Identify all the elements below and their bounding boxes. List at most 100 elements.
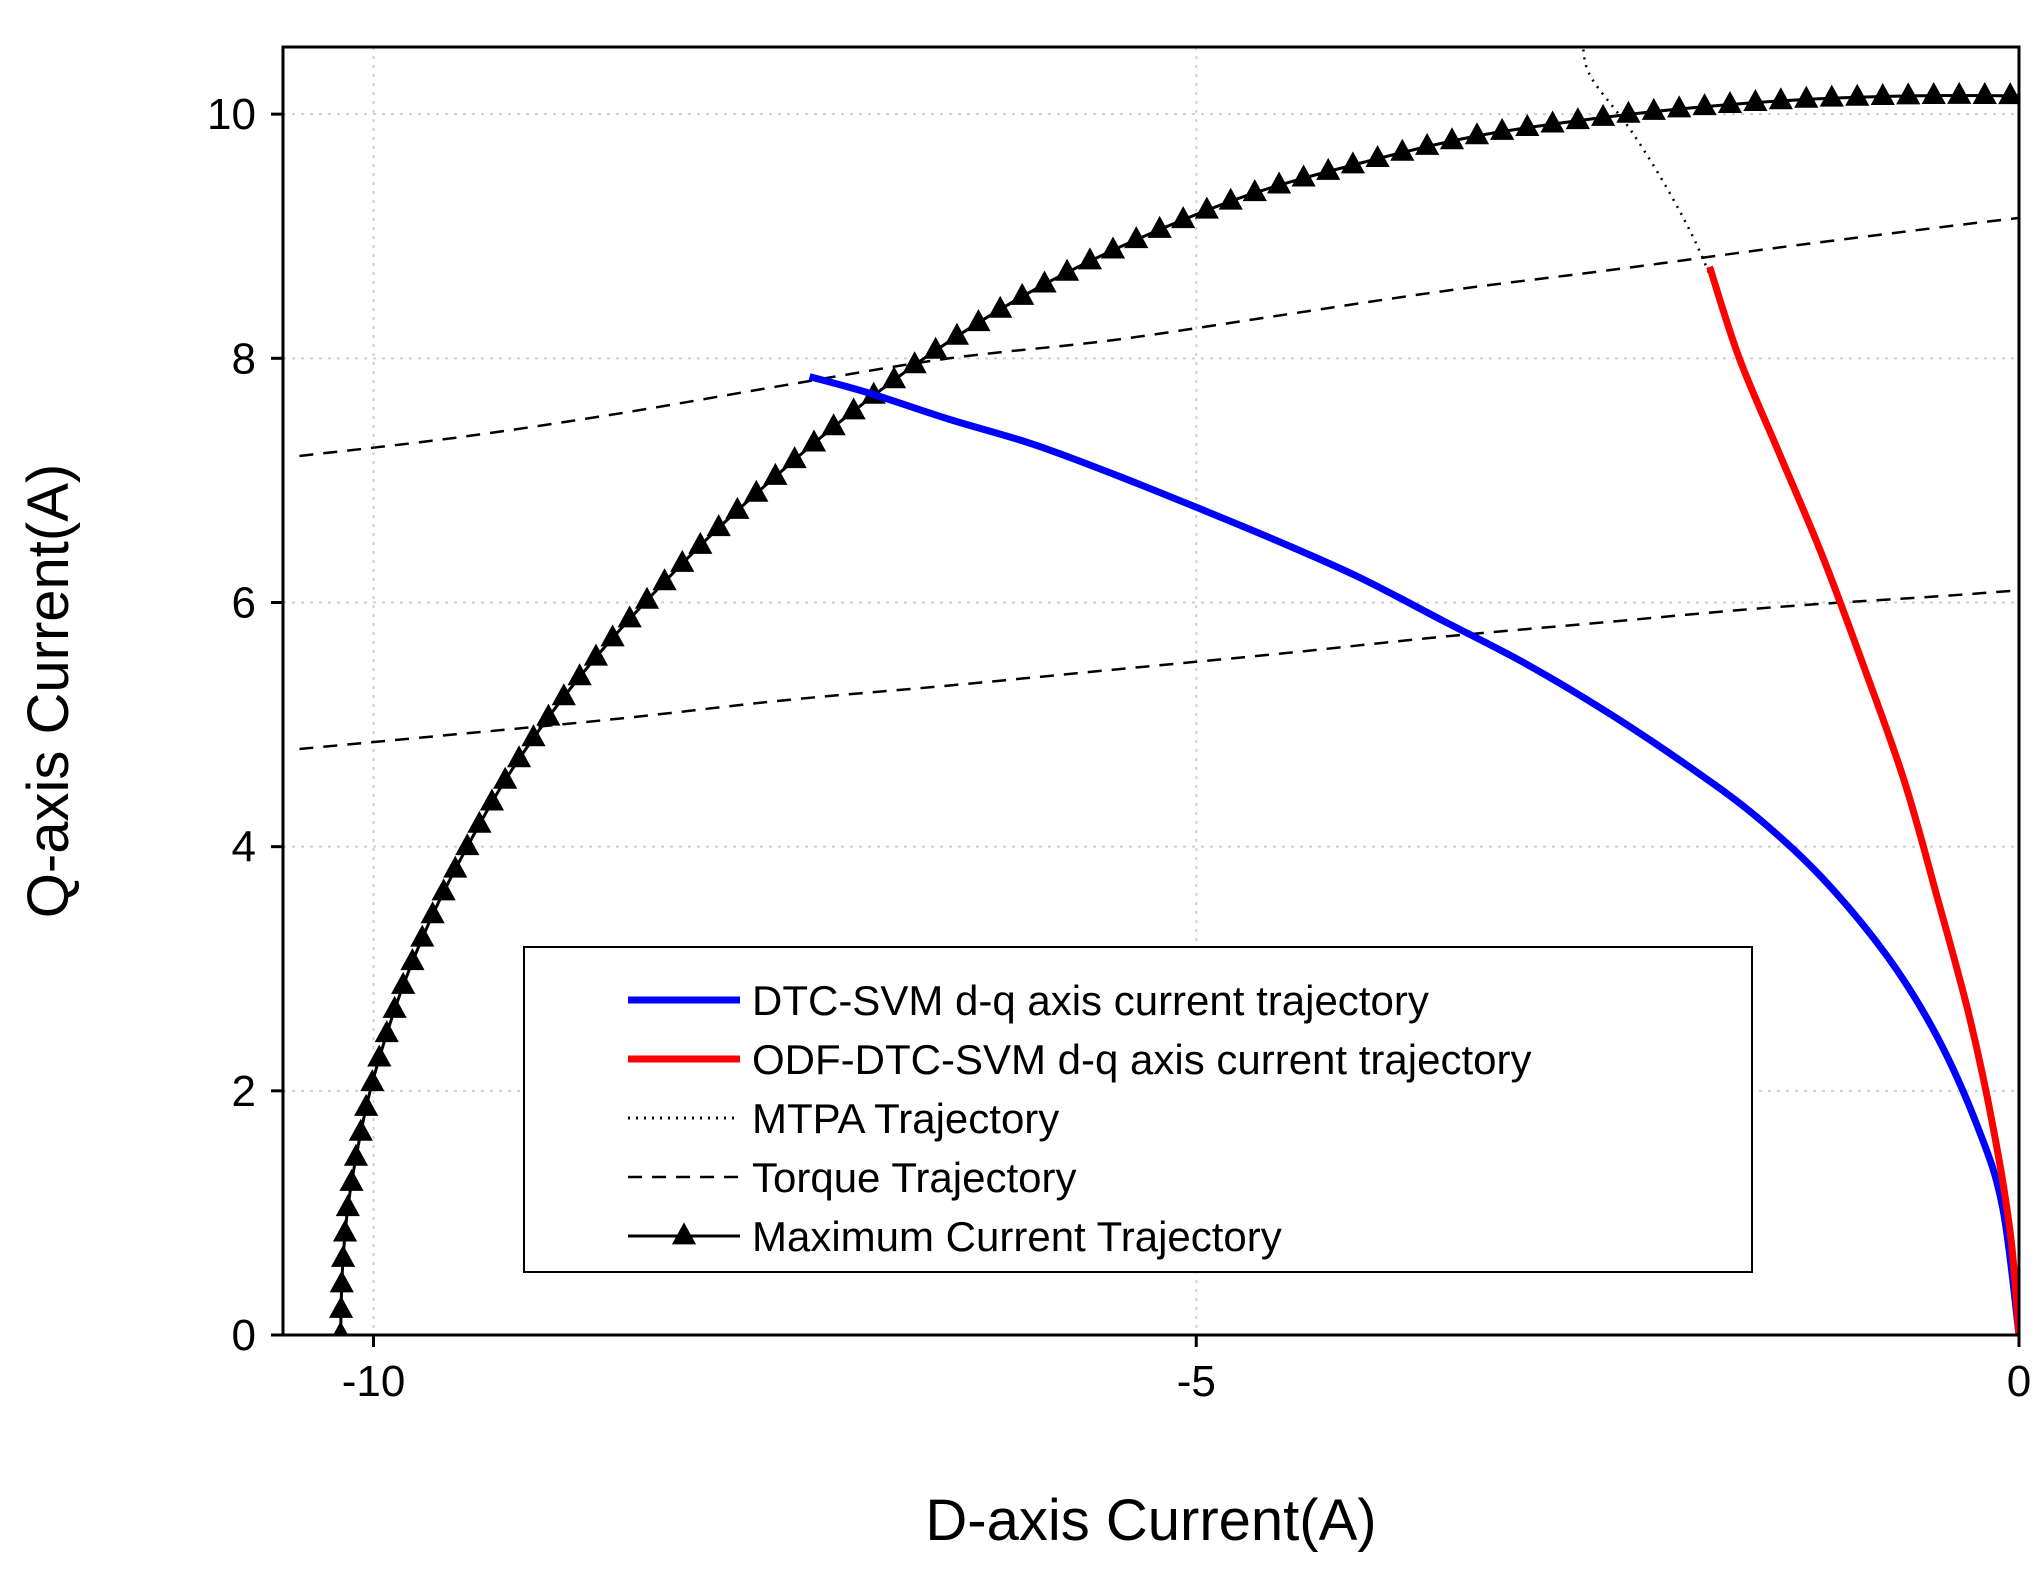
series-point bbox=[763, 462, 788, 485]
series-point bbox=[1540, 110, 1565, 133]
series-point bbox=[1316, 157, 1341, 180]
series-point bbox=[1896, 82, 1921, 105]
series-point bbox=[1464, 122, 1490, 145]
series-point bbox=[1171, 206, 1196, 229]
series-point bbox=[1054, 258, 1080, 281]
series-point bbox=[410, 924, 435, 947]
series-point bbox=[1565, 107, 1590, 130]
y-axis-title: Q-axis Current(A) bbox=[16, 464, 81, 918]
series-point bbox=[521, 724, 546, 747]
series-point bbox=[1147, 215, 1172, 238]
series-point bbox=[1032, 270, 1057, 293]
series-point bbox=[567, 663, 592, 686]
series-point bbox=[1077, 247, 1103, 270]
series-point bbox=[374, 1020, 399, 1043]
y-tick-label: 6 bbox=[232, 578, 256, 627]
series-point bbox=[923, 336, 948, 359]
series-point bbox=[348, 1118, 373, 1141]
series-point bbox=[1010, 282, 1035, 305]
series-point bbox=[391, 971, 416, 994]
y-tick-label: 0 bbox=[232, 1311, 256, 1360]
series-point bbox=[1390, 138, 1415, 161]
series-point bbox=[1439, 127, 1465, 150]
series-point bbox=[332, 1219, 358, 1242]
series-point bbox=[1515, 113, 1540, 136]
legend-label: ODF-DTC-SVM d-q axis current trajectory bbox=[752, 1036, 1531, 1083]
y-tick-label: 2 bbox=[232, 1067, 256, 1116]
series-point bbox=[1717, 90, 1743, 113]
series-point bbox=[1819, 84, 1844, 107]
series-point bbox=[339, 1168, 364, 1191]
series-point bbox=[881, 366, 907, 389]
series-point bbox=[1641, 97, 1666, 120]
series-point bbox=[944, 322, 970, 345]
series-point bbox=[583, 643, 609, 666]
series-point bbox=[988, 295, 1013, 318]
series-point bbox=[841, 397, 866, 420]
legend-label: MTPA Trajectory bbox=[752, 1095, 1059, 1142]
x-tick-label: -5 bbox=[1177, 1357, 1216, 1406]
series-torque-trajectory-lower bbox=[299, 589, 2019, 751]
plot-frame bbox=[281, 45, 2021, 1337]
series-point bbox=[1415, 132, 1440, 155]
legend-item: DTC-SVM d-q axis current trajectory bbox=[628, 977, 1429, 1024]
legend-marker bbox=[671, 1222, 697, 1245]
series-point bbox=[420, 901, 445, 924]
series-point bbox=[966, 309, 991, 332]
legend-label: DTC-SVM d-q axis current trajectory bbox=[752, 977, 1429, 1024]
series-point bbox=[1100, 236, 1126, 259]
series-point bbox=[1591, 103, 1616, 126]
legend-item: ODF-DTC-SVM d-q axis current trajectory bbox=[628, 1036, 1531, 1083]
series-point bbox=[1972, 81, 1997, 104]
series-point bbox=[1794, 85, 1819, 108]
series-point bbox=[801, 429, 827, 452]
series-point bbox=[333, 1321, 349, 1335]
series-point bbox=[367, 1044, 392, 1067]
series-point bbox=[455, 833, 480, 856]
y-tick-label: 8 bbox=[232, 334, 256, 383]
series-point bbox=[343, 1143, 369, 1166]
series-point bbox=[328, 1295, 354, 1318]
series-dtc-svm-d-q-axis-current-trajectory bbox=[808, 373, 2019, 1335]
series-point bbox=[652, 568, 677, 591]
series-point bbox=[1667, 95, 1692, 118]
series-point bbox=[821, 413, 846, 436]
series-point bbox=[744, 479, 769, 502]
series-line bbox=[1706, 265, 2019, 1335]
x-axis-title: D-axis Current(A) bbox=[925, 1488, 1376, 1553]
series-point bbox=[1692, 93, 1717, 116]
series-point bbox=[360, 1069, 385, 1092]
series-point bbox=[1291, 164, 1316, 187]
series-point bbox=[706, 514, 731, 537]
legend-item: MTPA Trajectory bbox=[628, 1095, 1059, 1142]
series-point bbox=[1218, 187, 1243, 210]
y-tick-label: 4 bbox=[232, 823, 256, 872]
legend-label: Torque Trajectory bbox=[752, 1154, 1076, 1201]
legend: DTC-SVM d-q axis current trajectory ODF-D… bbox=[523, 946, 1753, 1273]
series-point bbox=[1743, 89, 1768, 112]
series-point bbox=[1340, 151, 1366, 174]
series-point bbox=[600, 624, 625, 647]
series-layer bbox=[299, 47, 2019, 1335]
series-point bbox=[1124, 226, 1149, 249]
series-point bbox=[1490, 117, 1515, 140]
x-tick-label: 0 bbox=[2007, 1357, 2031, 1406]
series-torque-trajectory bbox=[299, 216, 2019, 458]
series-line bbox=[808, 373, 2019, 1335]
y-tick-label: 10 bbox=[207, 90, 256, 139]
series-point bbox=[1921, 81, 1946, 104]
series-maximum-current-trajectory bbox=[328, 81, 2019, 1335]
series-point bbox=[506, 745, 532, 768]
legend-item: Maximum Current Trajectory bbox=[628, 1213, 1282, 1260]
series-point bbox=[400, 948, 425, 971]
series-line bbox=[339, 94, 2019, 1335]
series-point bbox=[782, 446, 807, 469]
series-point bbox=[493, 766, 518, 789]
series-point bbox=[1616, 100, 1641, 123]
series-point bbox=[382, 995, 407, 1018]
series-point bbox=[1947, 81, 1972, 104]
series-point bbox=[902, 351, 927, 374]
series-point bbox=[467, 810, 492, 833]
series-point bbox=[1242, 179, 1267, 202]
